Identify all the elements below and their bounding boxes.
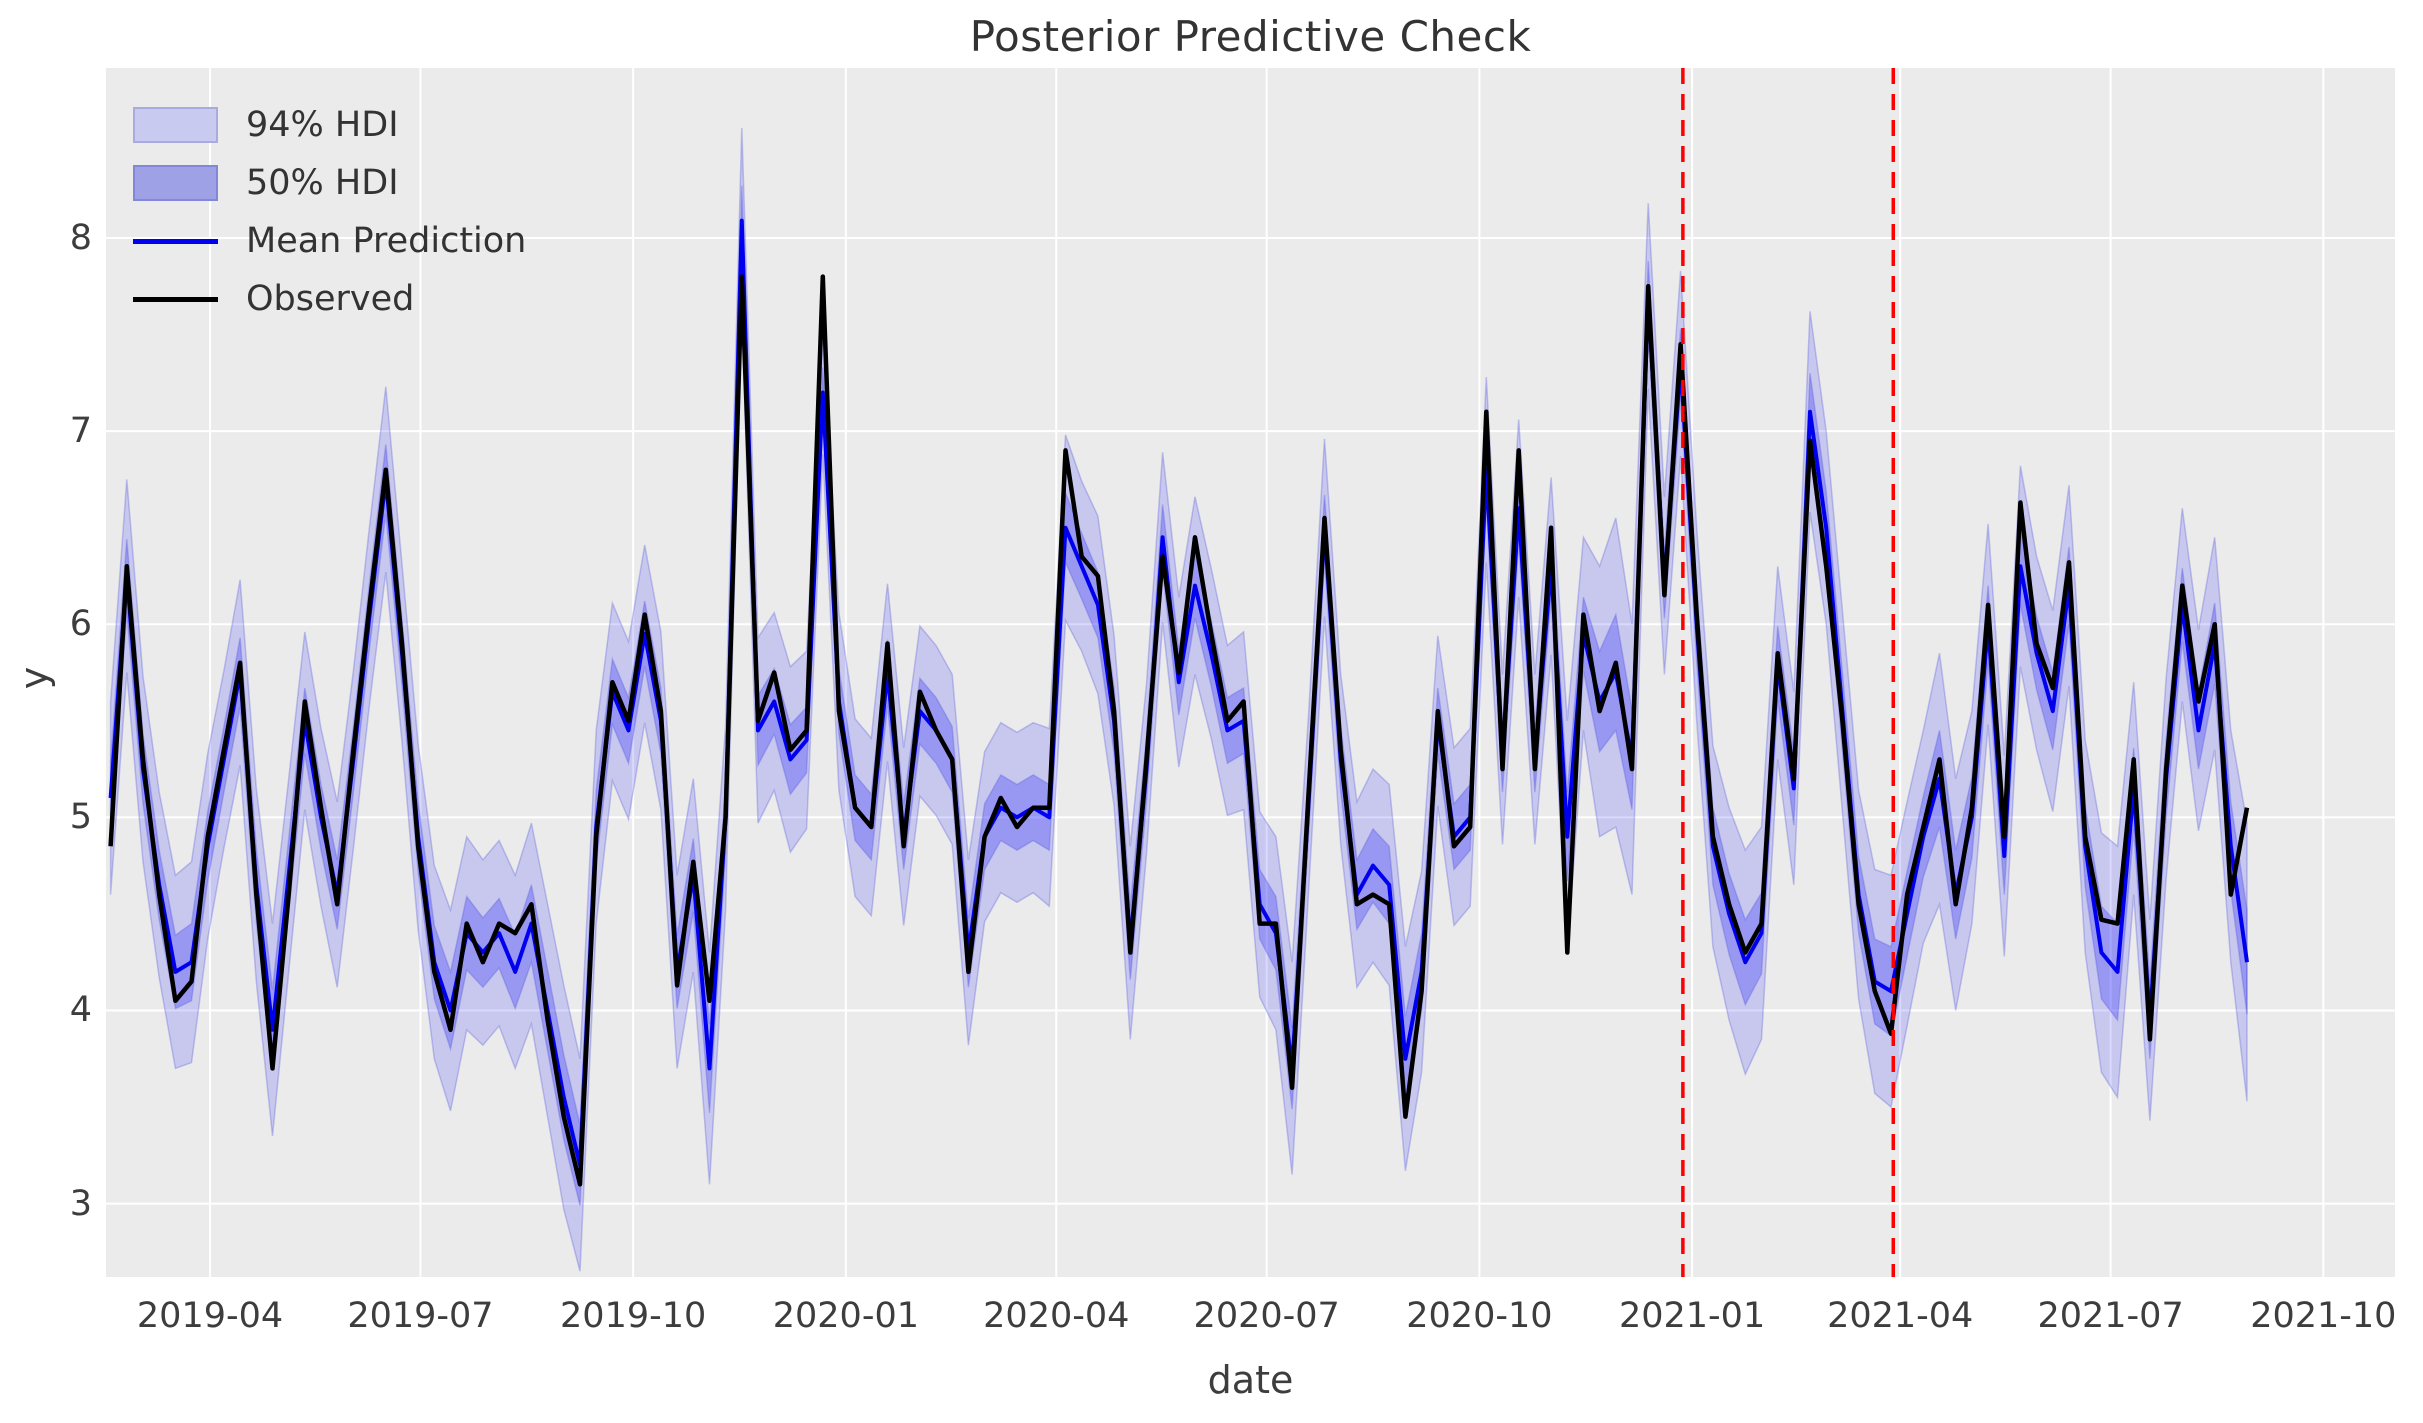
x-axis-label: date: [1207, 1358, 1294, 1402]
x-tick-label: 2021-01: [1618, 1296, 1766, 1336]
x-tick-label: 2021-07: [2037, 1296, 2184, 1336]
observed-line: [108, 274, 2250, 1187]
legend-label: 94% HDI: [246, 105, 399, 145]
legend-item-94-hdi: 94% HDI: [133, 96, 526, 154]
observed-line-icon: [133, 296, 218, 302]
legend-label: 50% HDI: [246, 163, 399, 203]
mean-line-icon: [133, 238, 218, 244]
x-tick-label: 2020-01: [772, 1296, 919, 1336]
y-tick-label: 5: [69, 797, 92, 838]
x-tick-label: 2020-04: [983, 1296, 1130, 1336]
hdi94-patch-icon: [133, 107, 218, 143]
x-tick-label: 2019-07: [347, 1296, 494, 1336]
x-tick-label: 2020-07: [1193, 1296, 1340, 1336]
legend-label: Observed: [246, 279, 415, 319]
y-tick-label: 4: [69, 990, 92, 1031]
y-tick-label: 7: [69, 411, 92, 452]
chart-title: Posterior Predictive Check: [969, 12, 1532, 61]
x-tick-label: 2021-04: [1827, 1296, 1974, 1336]
y-tick-label: 3: [69, 1183, 92, 1224]
legend-item-50-hdi: 50% HDI: [133, 154, 526, 212]
hdi50-patch-icon: [133, 165, 218, 201]
legend-label: Mean Prediction: [246, 221, 527, 261]
x-tick-label: 2020-10: [1406, 1296, 1553, 1336]
y-axis-label: y: [12, 666, 56, 690]
y-tick-label: 8: [69, 217, 92, 258]
legend-item-mean-prediction: Mean Prediction: [133, 212, 526, 270]
y-tick-label: 6: [69, 604, 92, 645]
legend: 94% HDI 50% HDI Mean Prediction Observed: [133, 96, 526, 328]
x-tick-label: 2019-10: [560, 1296, 707, 1336]
x-tick-label: 2021-10: [2250, 1296, 2397, 1336]
x-tick-label: 2019-04: [136, 1296, 284, 1336]
legend-item-observed: Observed: [133, 270, 526, 328]
